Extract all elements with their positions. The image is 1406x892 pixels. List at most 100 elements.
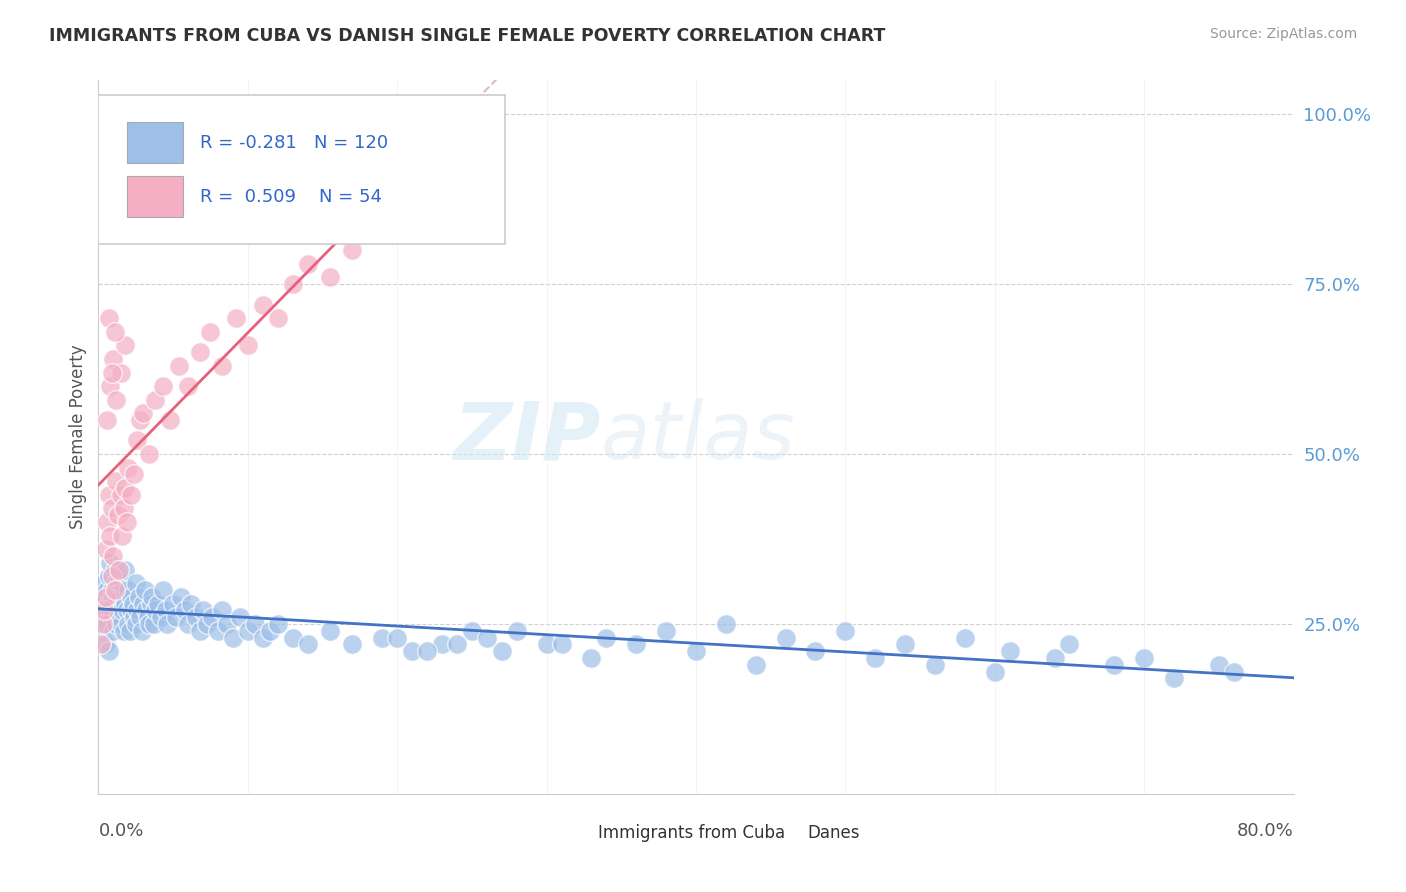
Point	[550, 637, 572, 651]
Point	[371, 631, 394, 645]
Point	[94, 590, 117, 604]
Text: IMMIGRANTS FROM CUBA VS DANISH SINGLE FEMALE POVERTY CORRELATION CHART: IMMIGRANTS FROM CUBA VS DANISH SINGLE FE…	[49, 27, 886, 45]
Point	[159, 413, 181, 427]
Point	[101, 501, 124, 516]
Point	[97, 488, 120, 502]
Text: Immigrants from Cuba: Immigrants from Cuba	[598, 824, 785, 842]
Point	[117, 617, 139, 632]
Point	[111, 603, 134, 617]
Point	[104, 582, 127, 597]
Point	[229, 610, 252, 624]
Text: 0.0%: 0.0%	[98, 822, 143, 840]
Point	[342, 243, 364, 257]
Point	[105, 617, 128, 632]
Point	[97, 597, 120, 611]
Point	[97, 644, 120, 658]
Point	[536, 637, 558, 651]
Text: Danes: Danes	[807, 824, 859, 842]
Point	[188, 624, 211, 638]
Point	[91, 624, 114, 638]
Point	[96, 617, 118, 632]
Point	[112, 624, 135, 638]
Point	[98, 379, 122, 393]
Point	[125, 617, 148, 632]
Text: R =  0.509    N = 54: R = 0.509 N = 54	[200, 187, 382, 205]
Point	[129, 610, 152, 624]
Point	[1208, 657, 1230, 672]
Point	[98, 603, 122, 617]
Point	[135, 603, 157, 617]
Point	[114, 563, 136, 577]
Point	[252, 631, 274, 645]
Point	[430, 637, 453, 651]
Point	[865, 651, 887, 665]
FancyBboxPatch shape	[127, 176, 183, 217]
Point	[103, 351, 125, 366]
Point	[107, 603, 129, 617]
FancyBboxPatch shape	[98, 95, 505, 244]
Text: ZIP: ZIP	[453, 398, 600, 476]
Point	[177, 379, 200, 393]
Point	[127, 603, 149, 617]
Point	[150, 610, 173, 624]
Point	[162, 597, 184, 611]
Point	[152, 379, 174, 393]
Point	[225, 311, 247, 326]
Point	[114, 338, 136, 352]
Point	[138, 447, 160, 461]
Point	[319, 270, 342, 285]
Point	[461, 624, 484, 638]
Point	[114, 597, 136, 611]
Point	[101, 366, 124, 380]
Point	[94, 590, 117, 604]
FancyBboxPatch shape	[761, 822, 796, 845]
Y-axis label: Single Female Poverty: Single Female Poverty	[69, 345, 87, 529]
Point	[110, 488, 132, 502]
Point	[91, 617, 114, 632]
Point	[506, 624, 529, 638]
Point	[281, 277, 304, 292]
Point	[96, 413, 118, 427]
Point	[297, 257, 319, 271]
Point	[207, 624, 229, 638]
Point	[201, 610, 224, 624]
Point	[129, 413, 152, 427]
Point	[114, 481, 136, 495]
Point	[117, 582, 139, 597]
Point	[984, 665, 1007, 679]
Point	[491, 644, 513, 658]
Point	[655, 624, 678, 638]
Point	[120, 488, 142, 502]
Point	[1059, 637, 1081, 651]
Point	[124, 610, 146, 624]
Point	[134, 582, 156, 597]
Point	[211, 603, 233, 617]
Point	[267, 311, 290, 326]
Point	[105, 576, 128, 591]
FancyBboxPatch shape	[127, 122, 183, 163]
Point	[97, 311, 120, 326]
Point	[111, 528, 134, 542]
Point	[115, 603, 138, 617]
Point	[180, 597, 202, 611]
Point	[401, 644, 423, 658]
Point	[120, 590, 142, 604]
Point	[105, 392, 128, 407]
FancyBboxPatch shape	[551, 822, 588, 845]
Point	[626, 637, 648, 651]
Point	[93, 576, 115, 591]
Point	[297, 637, 319, 651]
Point	[93, 216, 115, 230]
Point	[128, 590, 150, 604]
Point	[152, 582, 174, 597]
Point	[595, 631, 617, 645]
Point	[197, 617, 219, 632]
Point	[93, 603, 115, 617]
Point	[125, 576, 148, 591]
Point	[200, 325, 222, 339]
Point	[108, 610, 131, 624]
Point	[127, 434, 149, 448]
Point	[104, 597, 127, 611]
Point	[96, 515, 118, 529]
Point	[94, 637, 117, 651]
